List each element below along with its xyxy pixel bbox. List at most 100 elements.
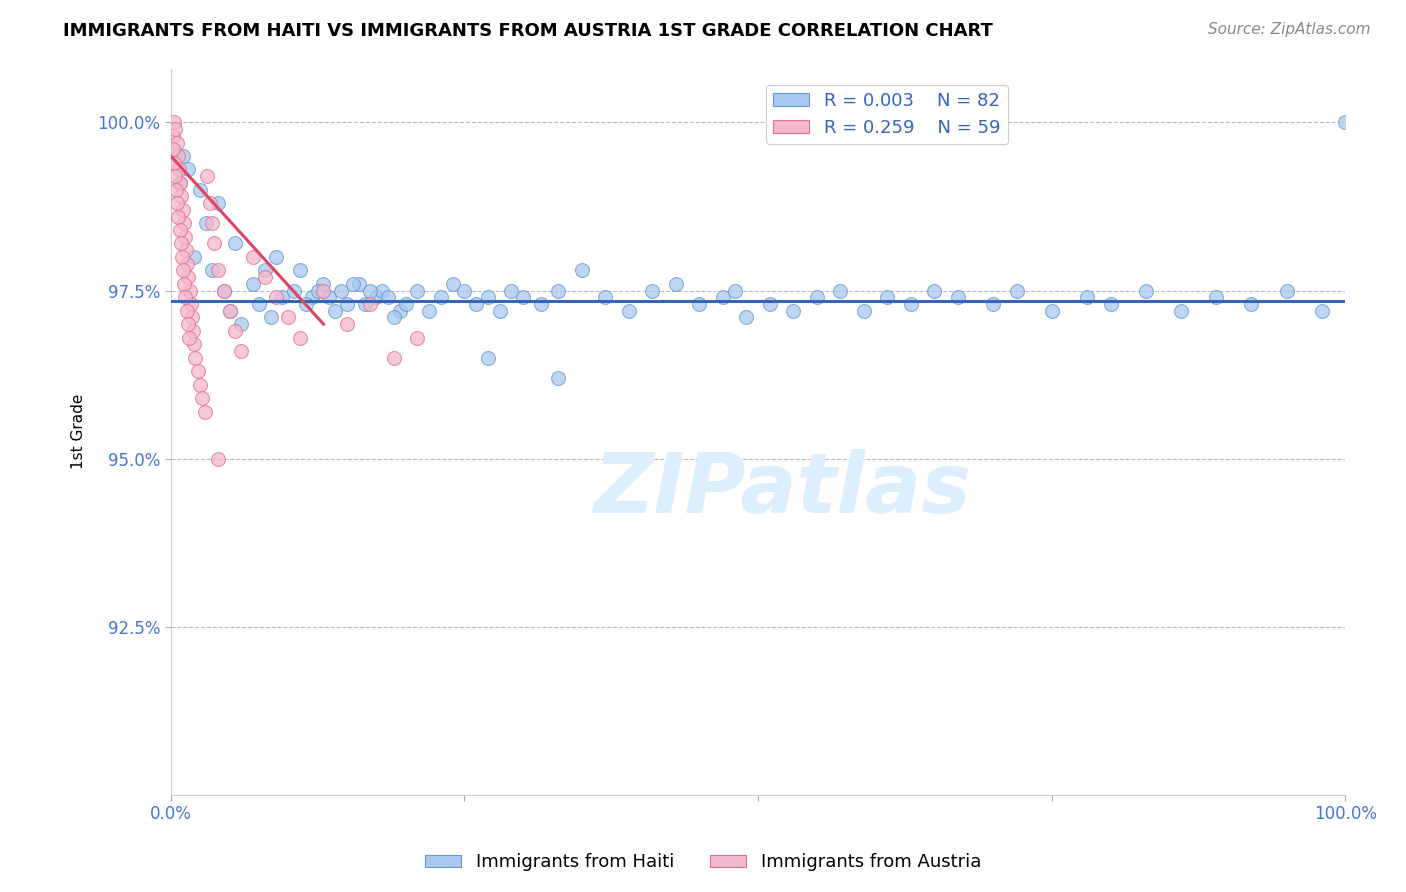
Point [359, 284, 381, 298]
Point [177, 330, 200, 344]
Point [330, 284, 353, 298]
Point [176, 257, 198, 271]
Point [163, 115, 186, 129]
Point [165, 122, 187, 136]
Point [1076, 290, 1098, 304]
Point [900, 297, 922, 311]
Point [195, 216, 218, 230]
Point [1005, 284, 1028, 298]
Point [271, 290, 294, 304]
Point [201, 263, 224, 277]
Point [318, 290, 340, 304]
Point [723, 284, 745, 298]
Point [688, 297, 710, 311]
Point [266, 250, 288, 264]
Point [224, 324, 246, 338]
Text: ZIPatlas: ZIPatlas [593, 450, 970, 531]
Point [207, 263, 229, 277]
Point [312, 284, 335, 298]
Point [1310, 303, 1333, 318]
Point [852, 303, 875, 318]
Point [382, 351, 405, 365]
Point [342, 277, 364, 291]
Point [1135, 284, 1157, 298]
Point [430, 290, 453, 304]
Point [180, 310, 202, 325]
Point [307, 284, 329, 298]
Point [711, 290, 734, 304]
Text: Source: ZipAtlas.com: Source: ZipAtlas.com [1208, 22, 1371, 37]
Point [198, 196, 221, 211]
Point [253, 270, 276, 285]
Point [188, 183, 211, 197]
Point [1170, 303, 1192, 318]
Point [388, 303, 411, 318]
Point [207, 451, 229, 466]
Point [231, 344, 253, 359]
Point [218, 303, 240, 318]
Point [981, 297, 1004, 311]
Point [173, 229, 195, 244]
Point [283, 284, 305, 298]
Point [177, 317, 200, 331]
Point [183, 337, 205, 351]
Point [547, 284, 569, 298]
Point [242, 277, 264, 291]
Point [946, 290, 969, 304]
Point [231, 317, 253, 331]
Point [167, 162, 190, 177]
Point [353, 297, 375, 311]
Point [194, 404, 217, 418]
Point [395, 297, 418, 311]
Point [187, 364, 209, 378]
Point [259, 310, 281, 325]
Point [207, 196, 229, 211]
Point [288, 263, 311, 277]
Point [201, 216, 224, 230]
Point [1040, 303, 1063, 318]
Point [170, 236, 193, 251]
Point [277, 310, 299, 325]
Point [477, 290, 499, 304]
Point [759, 297, 782, 311]
Point [477, 351, 499, 365]
Point [366, 290, 388, 304]
Point [173, 277, 195, 291]
Point [1240, 297, 1263, 311]
Point [212, 284, 235, 298]
Legend: R = 0.003    N = 82, R = 0.259    N = 59: R = 0.003 N = 82, R = 0.259 N = 59 [766, 85, 1008, 145]
Point [418, 303, 440, 318]
Point [501, 284, 523, 298]
Point [377, 290, 399, 304]
Point [180, 297, 202, 311]
Point [170, 189, 193, 203]
Point [218, 303, 240, 318]
Point [167, 210, 190, 224]
Point [162, 142, 184, 156]
Point [195, 169, 218, 183]
Point [183, 250, 205, 264]
Point [169, 176, 191, 190]
Point [1099, 297, 1122, 311]
Point [163, 169, 186, 183]
Point [465, 297, 488, 311]
Point [165, 183, 187, 197]
Point [336, 297, 359, 311]
Point [512, 290, 534, 304]
Point [665, 277, 688, 291]
Point [641, 284, 664, 298]
Point [242, 250, 264, 264]
Point [547, 371, 569, 385]
Point [172, 149, 194, 163]
Point [830, 284, 852, 298]
Point [166, 196, 188, 211]
Point [179, 284, 201, 298]
Point [295, 297, 318, 311]
Point [453, 284, 475, 298]
Point [170, 250, 193, 264]
Point [224, 236, 246, 251]
Point [1275, 284, 1298, 298]
Point [202, 236, 225, 251]
Point [488, 303, 510, 318]
Point [617, 303, 640, 318]
